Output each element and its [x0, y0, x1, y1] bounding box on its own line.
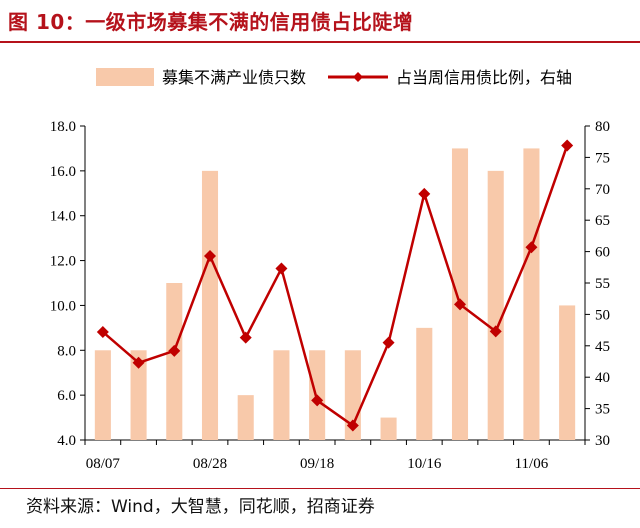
right-tick-label: 45 [595, 339, 610, 355]
line-point [525, 241, 538, 254]
bar [380, 417, 397, 440]
right-tick-label: 75 [595, 150, 610, 166]
bar [451, 148, 469, 440]
line-point [454, 298, 466, 311]
legend-bar-label: 募集不满产业债只数 [162, 68, 306, 87]
right-tick-label: 55 [595, 276, 610, 292]
axes: 4.0 6.0 8.0 10.0 12.0 14.0 16.0 18.0 30 35 40 45 50 5… [50, 119, 610, 472]
source-note: 资料来源：Wind，大智慧，同花顺，招商证券 [26, 497, 375, 517]
line-point [311, 394, 324, 407]
line-point [204, 249, 216, 262]
line-point [561, 139, 574, 152]
legend-line-marker [353, 72, 363, 82]
line-point [382, 336, 395, 349]
bar [559, 305, 576, 440]
left-tick-label: 14.0 [50, 209, 76, 225]
source-rule [0, 488, 640, 489]
left-tick-label: 18.0 [50, 119, 76, 135]
line-point [489, 325, 502, 338]
right-tick-label: 50 [595, 307, 610, 323]
line-point [168, 344, 181, 357]
legend: 募集不满产业债只数 占当周信用债比例，右轴 [96, 68, 572, 87]
x-tick-label: 11/06 [515, 456, 549, 472]
chart: 募集不满产业债只数 占当周信用债比例，右轴 4.0 6.0 8.0 10.0 12.0 1… [50, 68, 610, 472]
bar [416, 327, 433, 440]
left-tick-label: 10.0 [50, 298, 76, 314]
x-tick-label: 10/16 [407, 456, 442, 472]
bar [94, 350, 111, 440]
line-point [239, 331, 252, 344]
line-point [418, 187, 431, 200]
right-tick-label: 80 [595, 119, 610, 135]
line-series [96, 139, 574, 432]
left-tick-label: 4.0 [57, 433, 76, 449]
bar [201, 170, 219, 440]
left-tick-label: 16.0 [50, 164, 76, 180]
x-tick-label: 08/07 [86, 456, 121, 472]
line-point [275, 262, 288, 275]
right-tick-label: 60 [595, 245, 610, 261]
right-tick-label: 30 [595, 433, 610, 449]
x-tick-label: 08/28 [193, 456, 227, 472]
left-tick-label: 12.0 [50, 254, 76, 270]
bar [487, 170, 504, 440]
bar [523, 148, 540, 440]
bar [166, 283, 183, 440]
x-tick-label: 09/18 [300, 456, 334, 472]
line-point [96, 325, 109, 338]
right-tick-label: 65 [595, 213, 610, 229]
bar [237, 395, 254, 440]
line-path [102, 145, 569, 427]
line-point [132, 356, 145, 369]
line-point [346, 419, 359, 432]
bar [273, 350, 290, 440]
left-tick-label: 6.0 [57, 388, 76, 404]
right-tick-label: 70 [595, 182, 610, 198]
right-tick-label: 40 [595, 370, 610, 386]
legend-line-label: 占当周信用债比例，右轴 [396, 68, 572, 87]
legend-bar-swatch [96, 68, 154, 86]
right-tick-label: 35 [595, 402, 610, 418]
bar [130, 350, 147, 440]
title-rule [0, 41, 640, 43]
chart-title: 图 10：一级市场募集不满的信用债占比陡增 [8, 10, 414, 34]
bar-series [94, 148, 576, 440]
left-tick-label: 8.0 [57, 343, 76, 359]
